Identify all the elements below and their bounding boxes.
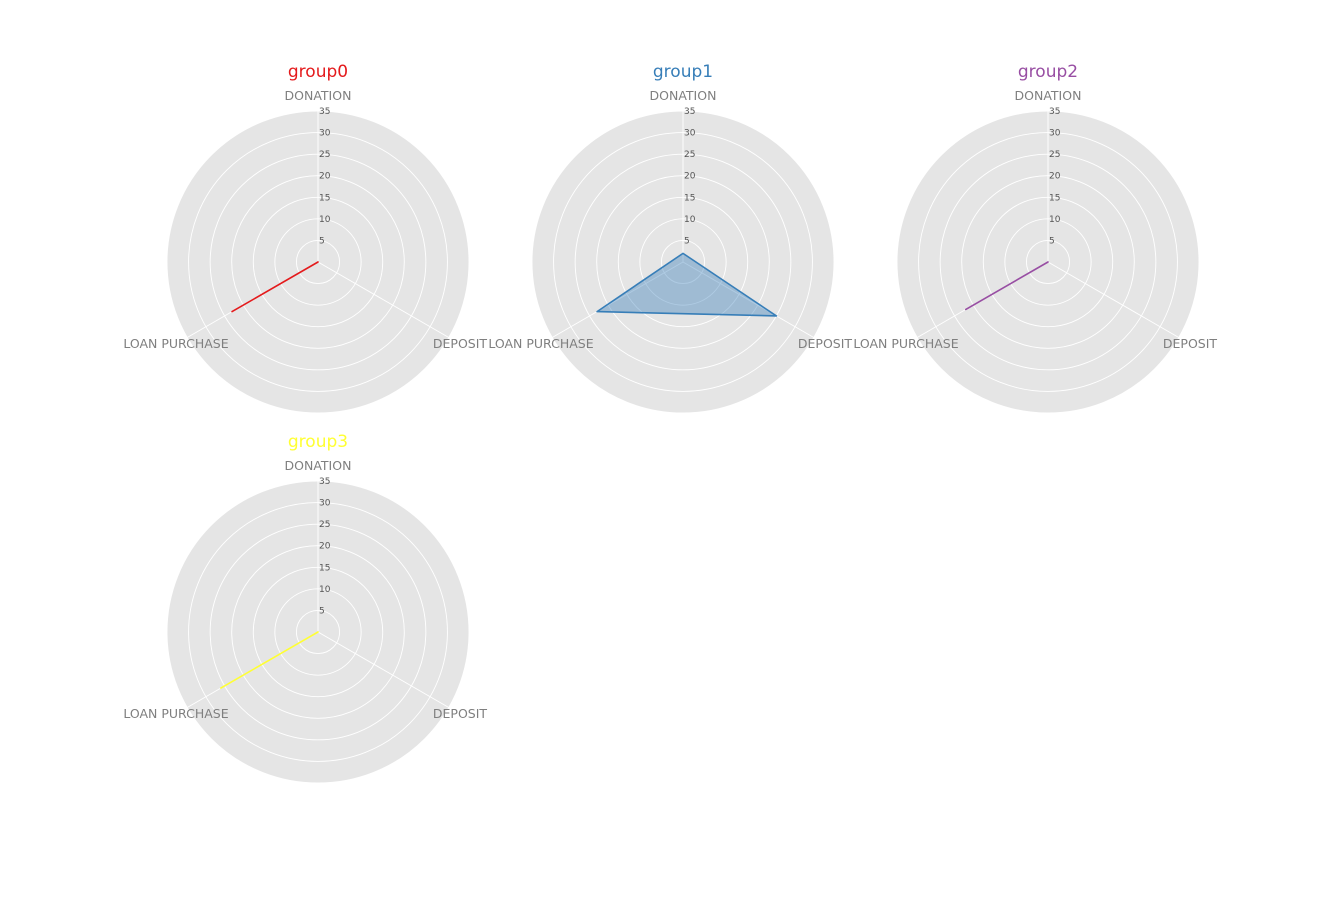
radar-tick-label: 15 [319, 563, 330, 573]
radar-title: group3 [288, 432, 348, 452]
radar-series-group2 [964, 261, 1049, 311]
radar-tick-label: 20 [1049, 172, 1061, 182]
radar-tick-label: 25 [1049, 150, 1060, 160]
radar-panel-group2: 5 10 15 20 25 30 35 DONATION DEPOSIT LOAN PURCHAS… [853, 62, 1218, 414]
radar-spoke-loan-purchase [552, 261, 684, 338]
radar-panel-group0: 5 10 15 20 25 30 35 DONATION DEPOSIT LOAN PURCHAS… [123, 62, 488, 414]
radar-series-group0 [231, 261, 319, 313]
radar-tick-label: 5 [319, 236, 325, 246]
radar-spoke-deposit [1047, 261, 1179, 338]
radar-title: group2 [1018, 62, 1078, 82]
radar-tick-label: 10 [1049, 215, 1061, 225]
radar-axis-label-deposit: DEPOSIT [433, 706, 488, 721]
radar-spoke-deposit [682, 261, 814, 338]
radar-axis-label-donation: DONATION [650, 88, 717, 103]
radar-tick-label: 25 [319, 150, 330, 160]
radar-title: group1 [653, 62, 713, 82]
radar-tick-label: 35 [684, 107, 695, 117]
radar-tick-label: 30 [319, 129, 331, 139]
radar-tick-label: 20 [319, 542, 331, 552]
radar-series-group3 [220, 631, 319, 689]
radar-axis-label-deposit: DEPOSIT [433, 336, 488, 351]
radar-tick-label: 20 [684, 172, 696, 182]
radar-tick-label: 30 [684, 129, 696, 139]
radar-tick-label: 15 [319, 193, 330, 203]
radar-title: group0 [288, 62, 348, 82]
radar-spoke-deposit [317, 631, 449, 708]
radar-tick-label: 35 [319, 477, 330, 487]
radar-tick-label: 25 [684, 150, 695, 160]
radar-tick-label: 15 [684, 193, 695, 203]
radar-axis-label-loan-purchase: LOAN PURCHASE [488, 336, 593, 351]
radar-tick-label: 5 [319, 606, 325, 616]
radar-axis-label-donation: DONATION [1015, 88, 1082, 103]
radar-tick-label: 15 [1049, 193, 1060, 203]
radar-panel-group3: 5 10 15 20 25 30 35 DONATION DEPOSIT LOAN PURCHAS… [123, 432, 488, 784]
radar-tick-label: 10 [319, 215, 331, 225]
radar-axis-label-donation: DONATION [285, 458, 352, 473]
radar-axis-label-deposit: DEPOSIT [1163, 336, 1218, 351]
radar-panel-group1: 5 10 15 20 25 30 35 DONATION DEPOSIT LOAN PURCHAS… [488, 62, 853, 414]
radar-series-group1 [596, 252, 778, 317]
radar-tick-label: 5 [1049, 236, 1055, 246]
radar-axis-label-deposit: DEPOSIT [798, 336, 853, 351]
radar-tick-label: 30 [319, 499, 331, 509]
radar-tick-label: 25 [319, 520, 330, 530]
radar-axis-label-loan-purchase: LOAN PURCHASE [853, 336, 958, 351]
radar-axis-label-loan-purchase: LOAN PURCHASE [123, 706, 228, 721]
radar-axis-label-donation: DONATION [285, 88, 352, 103]
radar-tick-label: 30 [1049, 129, 1061, 139]
radar-tick-label: 20 [319, 172, 331, 182]
radar-tick-label: 10 [319, 585, 331, 595]
radar-tick-label: 10 [684, 215, 696, 225]
radar-spoke-deposit [317, 261, 449, 338]
radar-axis-label-loan-purchase: LOAN PURCHASE [123, 336, 228, 351]
radar-tick-label: 35 [1049, 107, 1060, 117]
radar-tick-label: 5 [684, 236, 690, 246]
radar-tick-label: 35 [319, 107, 330, 117]
